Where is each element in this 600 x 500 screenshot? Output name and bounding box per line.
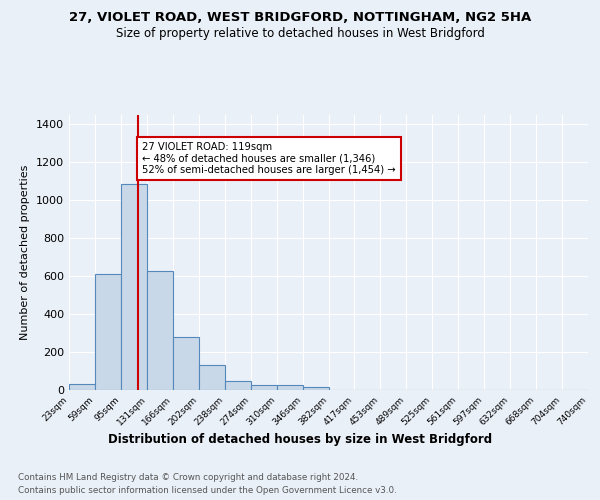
- Text: 27, VIOLET ROAD, WEST BRIDGFORD, NOTTINGHAM, NG2 5HA: 27, VIOLET ROAD, WEST BRIDGFORD, NOTTING…: [69, 11, 531, 24]
- Bar: [303, 387, 329, 390]
- Text: Distribution of detached houses by size in West Bridgford: Distribution of detached houses by size …: [108, 432, 492, 446]
- Bar: [224, 381, 251, 390]
- Bar: [251, 386, 277, 390]
- Y-axis label: Number of detached properties: Number of detached properties: [20, 165, 31, 340]
- Text: 27 VIOLET ROAD: 119sqm
← 48% of detached houses are smaller (1,346)
52% of semi-: 27 VIOLET ROAD: 119sqm ← 48% of detached…: [142, 142, 396, 175]
- Text: Contains HM Land Registry data © Crown copyright and database right 2024.: Contains HM Land Registry data © Crown c…: [18, 472, 358, 482]
- Text: Contains public sector information licensed under the Open Government Licence v3: Contains public sector information licen…: [18, 486, 397, 495]
- Bar: [147, 270, 173, 390]
- Bar: [69, 384, 95, 390]
- Bar: [173, 337, 199, 390]
- Bar: [121, 184, 147, 390]
- Bar: [95, 274, 121, 390]
- Text: Size of property relative to detached houses in West Bridgford: Size of property relative to detached ho…: [116, 28, 484, 40]
- Bar: [199, 366, 224, 390]
- Bar: [277, 386, 303, 390]
